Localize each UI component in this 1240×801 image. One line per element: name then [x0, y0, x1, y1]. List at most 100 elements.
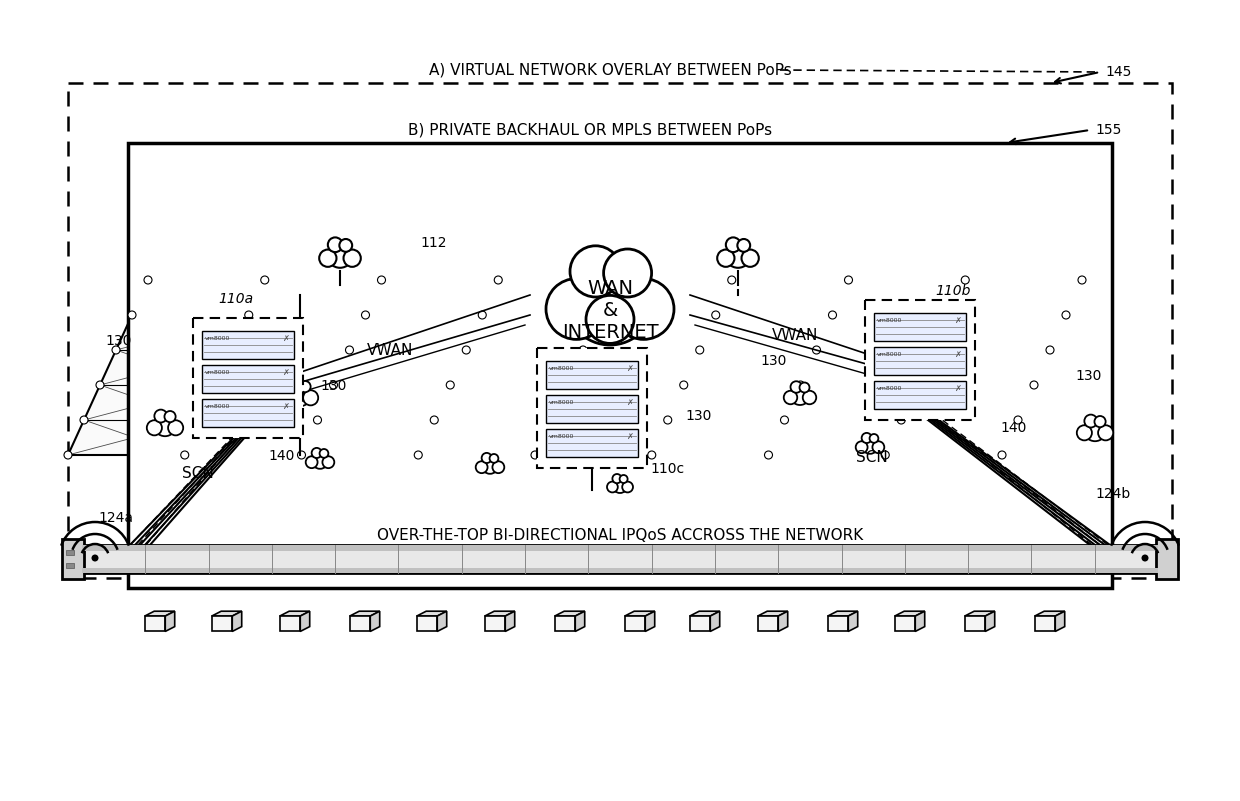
Circle shape — [796, 381, 805, 389]
Circle shape — [611, 276, 619, 284]
Circle shape — [1084, 419, 1106, 441]
Circle shape — [495, 276, 502, 284]
Text: 130: 130 — [1075, 369, 1101, 383]
Text: OVER-THE-TOP BI-DIRECTIONAL IPQoS ACCROSS THE NETWORK: OVER-THE-TOP BI-DIRECTIONAL IPQoS ACCROS… — [377, 528, 863, 542]
Circle shape — [1076, 425, 1092, 441]
Polygon shape — [505, 611, 515, 631]
Circle shape — [595, 311, 603, 319]
Circle shape — [570, 246, 621, 297]
Polygon shape — [575, 611, 585, 631]
Polygon shape — [145, 611, 175, 616]
Circle shape — [244, 311, 253, 319]
Text: vm8000: vm8000 — [877, 318, 903, 323]
Circle shape — [680, 381, 688, 389]
Bar — [546, 429, 639, 457]
Bar — [82, 568, 1158, 573]
Polygon shape — [145, 616, 165, 631]
Polygon shape — [371, 611, 379, 631]
Circle shape — [898, 416, 905, 424]
Polygon shape — [350, 616, 371, 631]
Polygon shape — [895, 611, 925, 616]
Text: 140: 140 — [268, 449, 294, 463]
Polygon shape — [965, 611, 994, 616]
Circle shape — [481, 453, 492, 463]
Bar — [546, 361, 639, 389]
Circle shape — [154, 409, 167, 422]
Circle shape — [828, 311, 837, 319]
Circle shape — [320, 449, 329, 458]
Circle shape — [479, 311, 486, 319]
Text: VWAN: VWAN — [367, 343, 413, 358]
Circle shape — [330, 381, 337, 389]
Circle shape — [856, 441, 868, 453]
Circle shape — [165, 411, 176, 422]
Circle shape — [144, 276, 153, 284]
Polygon shape — [554, 616, 575, 631]
Circle shape — [1078, 276, 1086, 284]
Polygon shape — [68, 280, 1083, 455]
Circle shape — [362, 311, 370, 319]
Text: 145: 145 — [1105, 65, 1131, 79]
Text: SCN: SCN — [856, 450, 888, 465]
Text: WAN
&
INTERNET: WAN & INTERNET — [562, 279, 658, 341]
Circle shape — [463, 346, 470, 354]
Polygon shape — [485, 611, 515, 616]
Circle shape — [1099, 425, 1114, 441]
Bar — [546, 395, 639, 423]
Circle shape — [311, 451, 329, 469]
Circle shape — [154, 414, 176, 437]
Bar — [202, 331, 294, 359]
Circle shape — [1142, 554, 1148, 562]
Circle shape — [802, 391, 816, 405]
Circle shape — [303, 390, 319, 405]
Text: ✗: ✗ — [281, 368, 289, 377]
Text: 124b: 124b — [1095, 487, 1130, 501]
Polygon shape — [828, 611, 858, 616]
Circle shape — [614, 279, 675, 340]
Polygon shape — [417, 616, 438, 631]
Circle shape — [289, 384, 311, 406]
Text: vm8000: vm8000 — [549, 434, 574, 439]
Polygon shape — [1034, 611, 1065, 616]
Text: vm8000: vm8000 — [205, 370, 231, 375]
Circle shape — [476, 461, 487, 473]
Circle shape — [717, 250, 734, 267]
Polygon shape — [711, 611, 719, 631]
Circle shape — [882, 451, 889, 459]
Bar — [62, 539, 84, 579]
Text: ✗: ✗ — [281, 402, 289, 411]
Circle shape — [622, 481, 632, 493]
Polygon shape — [300, 611, 310, 631]
Polygon shape — [165, 611, 175, 631]
Circle shape — [377, 276, 386, 284]
Polygon shape — [212, 611, 242, 616]
Text: 110a: 110a — [218, 292, 253, 306]
Circle shape — [1014, 416, 1022, 424]
Circle shape — [565, 257, 653, 345]
Polygon shape — [1034, 616, 1055, 631]
Circle shape — [604, 249, 651, 297]
Circle shape — [81, 416, 88, 424]
Circle shape — [322, 457, 335, 468]
Circle shape — [547, 416, 556, 424]
Polygon shape — [417, 611, 446, 616]
Text: A) VIRTUAL NETWORK OVERLAY BETWEEN PoPs: A) VIRTUAL NETWORK OVERLAY BETWEEN PoPs — [429, 62, 791, 78]
Circle shape — [647, 451, 656, 459]
Polygon shape — [645, 611, 655, 631]
Text: 140: 140 — [999, 421, 1027, 435]
Circle shape — [765, 451, 773, 459]
Circle shape — [725, 242, 750, 268]
Circle shape — [1095, 416, 1106, 427]
Bar — [202, 399, 294, 427]
Circle shape — [738, 239, 750, 252]
Polygon shape — [232, 611, 242, 631]
Bar — [66, 550, 74, 555]
Bar — [202, 365, 294, 393]
Circle shape — [546, 279, 606, 340]
Circle shape — [128, 311, 136, 319]
Circle shape — [862, 437, 879, 454]
Polygon shape — [554, 611, 585, 616]
Text: ✗: ✗ — [954, 316, 961, 325]
Polygon shape — [915, 611, 925, 631]
Text: ✗: ✗ — [954, 384, 961, 393]
